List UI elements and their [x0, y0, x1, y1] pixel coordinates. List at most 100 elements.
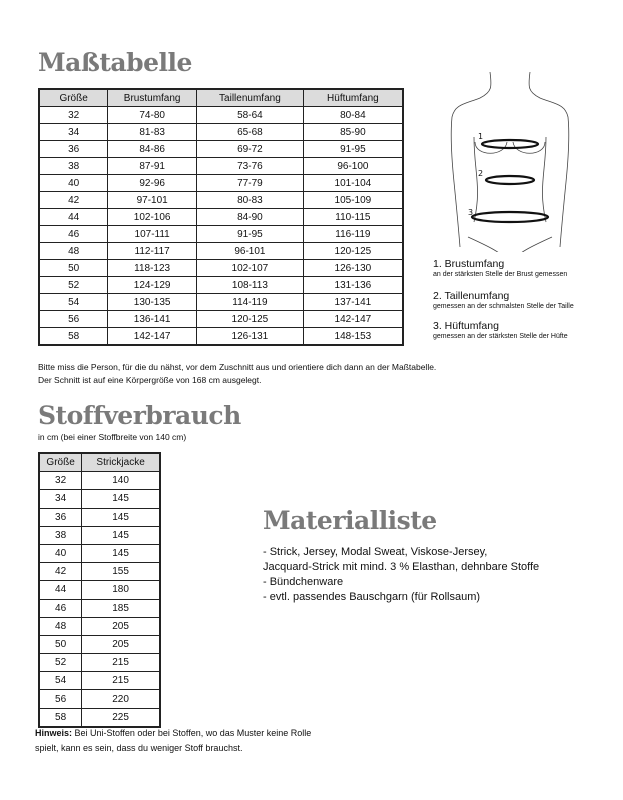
measure-table: Größe Brustumfang Taillenumfang Hüftumfa…: [38, 88, 404, 346]
fabric-header-row: Größe Strickjacke: [38, 452, 161, 473]
table-cell: 40: [38, 543, 83, 564]
table-row: 36 84-86 69-72 91-95: [38, 140, 404, 158]
material-item: - Bündchenware: [263, 576, 344, 588]
header-cardigan: Strickjacke: [81, 452, 161, 473]
table-row: 56 136-141 120-125 142-147: [38, 310, 404, 328]
table-cell: 38: [38, 525, 83, 545]
table-row: 42 97-101 80-83 105-109: [38, 191, 404, 209]
table-cell: 54: [38, 671, 83, 691]
table-row: 56 220: [38, 689, 161, 709]
figure-left-outline: [450, 71, 492, 248]
table-cell: 116-119: [302, 225, 404, 243]
table-cell: 80-84: [302, 106, 404, 124]
table-cell: 101-104: [302, 174, 404, 192]
table-cell: 46: [38, 225, 109, 243]
table-row: 38 87-91 73-76 96-100: [38, 157, 404, 175]
header-size: Größe: [38, 452, 83, 473]
table-cell: 137-141: [302, 293, 404, 311]
table-row: 34 81-83 65-68 85-90: [38, 123, 404, 141]
table-cell: 48: [38, 242, 109, 260]
table-cell: 73-76: [196, 157, 304, 175]
table-cell: 56: [38, 310, 109, 328]
table-cell: 148-153: [302, 327, 404, 346]
table-row: 50 118-123 102-107 126-130: [38, 259, 404, 277]
table-cell: 46: [38, 598, 83, 618]
table-cell: 91-95: [196, 225, 304, 243]
table-cell: 85-90: [302, 123, 404, 141]
table-cell: 50: [38, 634, 83, 655]
table-row: 48 112-117 96-101 120-125: [38, 242, 404, 260]
table-cell: 50: [38, 259, 109, 277]
header-waist: Taillenumfang: [196, 88, 304, 107]
table-cell: 130-135: [107, 293, 198, 311]
table-cell: 69-72: [196, 140, 304, 158]
table-cell: 84-86: [107, 140, 198, 158]
table-cell: 32: [38, 471, 83, 491]
figure-torso: [473, 136, 547, 223]
table-cell: 131-136: [302, 276, 404, 294]
hip-line: [470, 210, 550, 224]
table-cell: 102-106: [107, 208, 198, 226]
table-cell: 54: [38, 293, 109, 311]
label-bust: 1. Brustumfang an der stärksten Stelle de…: [433, 258, 567, 279]
table-row: 40 145: [38, 543, 161, 564]
table-row: 32 140: [38, 471, 161, 491]
marker-1: 1: [478, 132, 483, 141]
table-cell: 87-91: [107, 157, 198, 175]
material-item: - Strick, Jersey, Modal Sweat, Viskose-J…: [263, 546, 488, 558]
table-cell: 44: [38, 208, 109, 226]
table-cell: 140: [81, 471, 161, 491]
figure-hip-lines: [467, 236, 553, 252]
table-cell: 84-90: [196, 208, 304, 226]
table-cell: 36: [38, 507, 83, 527]
measure-header-row: Größe Brustumfang Taillenumfang Hüftumfa…: [38, 88, 404, 107]
table-cell: 145: [81, 489, 161, 509]
materials-title: Materialliste: [263, 506, 437, 535]
table-cell: 56: [38, 689, 83, 709]
header-bust: Brustumfang: [107, 88, 198, 107]
table-cell: 34: [38, 489, 83, 509]
table-cell: 120-125: [196, 310, 304, 328]
label-hip: 3. Hüftumfang gemessen an der stärksten S…: [433, 320, 568, 341]
fabric-subtitle: in cm (bei einer Stoffbreite von 140 cm): [38, 432, 187, 442]
table-cell: 36: [38, 140, 109, 158]
label-bust-title: 1. Brustumfang: [433, 258, 505, 270]
table-cell: 136-141: [107, 310, 198, 328]
figure-bust-lines: [474, 141, 546, 154]
table-cell: 58: [38, 707, 83, 728]
marker-2: 2: [478, 169, 483, 178]
table-row: 44 102-106 84-90 110-115: [38, 208, 404, 226]
table-cell: 32: [38, 106, 109, 124]
table-row: 34 145: [38, 489, 161, 509]
material-item: - evtl. passendes Bauschgarn (für Rollsa…: [263, 591, 481, 603]
table-cell: 102-107: [196, 259, 304, 277]
table-row: 44 180: [38, 580, 161, 600]
label-bust-desc: an der stärksten Stelle der Brust gemess…: [433, 271, 568, 278]
table-row: 50 205: [38, 634, 161, 655]
table-row: 32 74-80 58-64 80-84: [38, 106, 404, 124]
table-cell: 34: [38, 123, 109, 141]
measure-note-2: Der Schnitt ist auf eine Körpergröße von…: [38, 375, 262, 385]
material-item: Jacquard-Strick mit mind. 3 % Elasthan, …: [263, 561, 540, 573]
table-cell: 126-130: [302, 259, 404, 277]
hint-label: Hinweis:: [35, 728, 73, 738]
table-cell: 96-100: [302, 157, 404, 175]
table-cell: 220: [81, 689, 161, 709]
table-cell: 58-64: [196, 106, 304, 124]
table-cell: 118-123: [107, 259, 198, 277]
figure-right-outline: [528, 71, 570, 248]
table-cell: 40: [38, 174, 109, 192]
table-cell: 77-79: [196, 174, 304, 192]
table-cell: 52: [38, 653, 83, 673]
body-figure: 1 2 3: [450, 71, 570, 252]
hint-text-2: spielt, kann es sein, dass du weniger St…: [35, 743, 243, 753]
table-cell: 225: [81, 707, 161, 728]
table-cell: 145: [81, 507, 161, 527]
table-cell: 142-147: [302, 310, 404, 328]
table-row: 54 130-135 114-119 137-141: [38, 293, 404, 311]
table-row: 42 155: [38, 562, 161, 582]
fabric-hint: Hinweis: Bei Uni-Stoffen oder bei Stoffe…: [35, 726, 311, 756]
label-waist: 2. Taillenumfang gemessen an der schmalst…: [433, 290, 574, 311]
header-hip: Hüftumfang: [302, 88, 404, 107]
